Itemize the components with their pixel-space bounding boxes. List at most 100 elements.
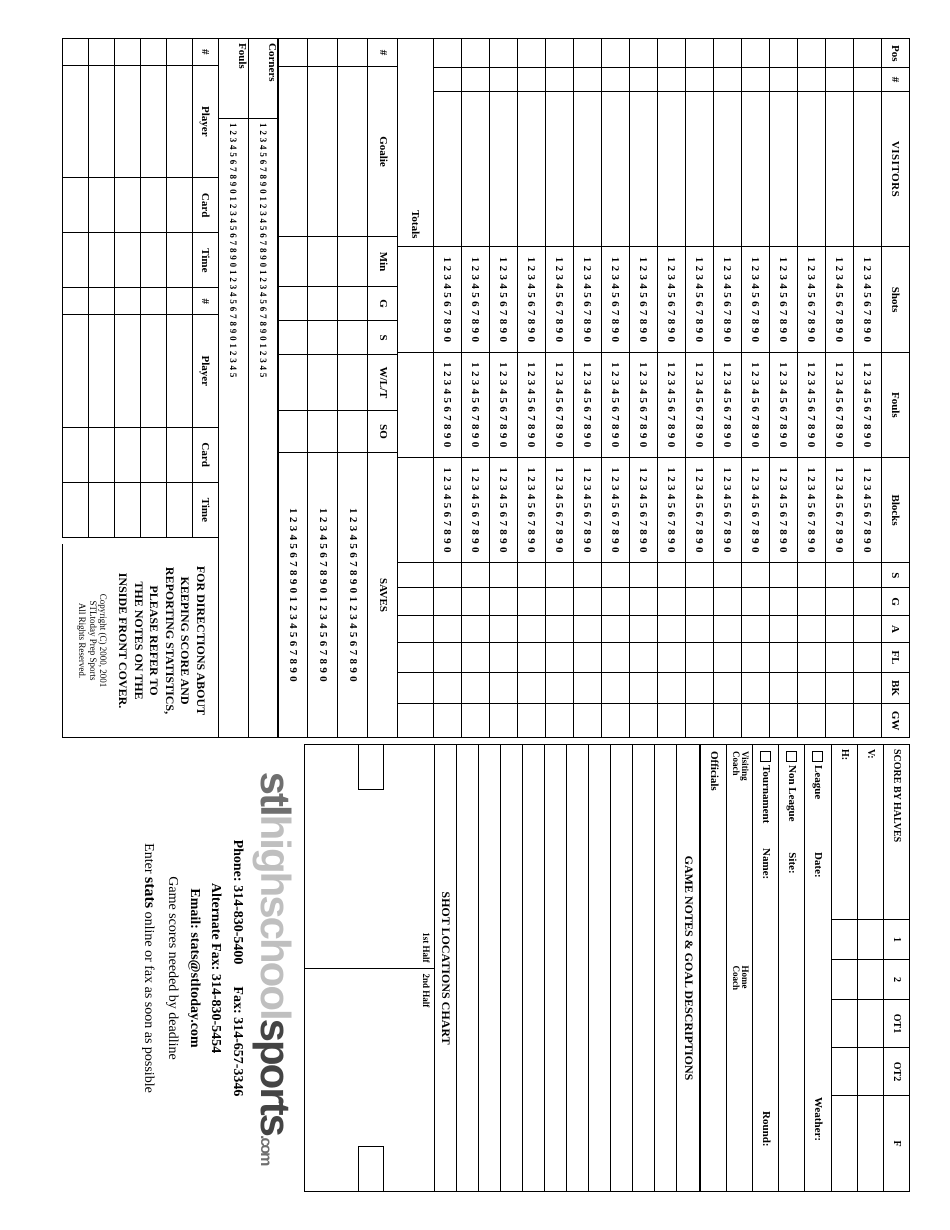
cell-g[interactable] (630, 588, 658, 615)
cards-row[interactable] (166, 39, 192, 538)
h-ot2[interactable] (832, 1048, 858, 1096)
cell-s[interactable] (826, 563, 854, 588)
cell-bk[interactable] (770, 672, 798, 704)
totals-s[interactable] (398, 563, 434, 588)
cell-fl[interactable] (546, 643, 574, 672)
cell-bk[interactable] (462, 672, 490, 704)
notes-row[interactable] (611, 745, 633, 1192)
cell-bk[interactable] (434, 672, 462, 704)
cell-fl[interactable] (798, 643, 826, 672)
cell-shots-tally[interactable]: 1 2 3 4 5 6 7 8 9 0 (798, 247, 826, 352)
cell-g[interactable] (686, 588, 714, 615)
cell-player[interactable] (574, 91, 602, 247)
cell-shots-tally[interactable]: 1 2 3 4 5 6 7 8 9 0 (490, 247, 518, 352)
card-time[interactable] (88, 233, 114, 288)
card-card[interactable] (62, 178, 88, 233)
cell-pos[interactable] (742, 39, 770, 68)
cell-bk[interactable] (602, 672, 630, 704)
notes-row[interactable] (479, 745, 501, 1192)
roster-row[interactable]: 1 2 3 4 5 6 7 8 9 01 2 3 4 5 6 7 8 9 01 … (630, 39, 658, 738)
cell-g[interactable] (490, 588, 518, 615)
cell-player[interactable] (770, 91, 798, 247)
cell-fl[interactable] (826, 643, 854, 672)
cell-blocks-tally[interactable]: 1 2 3 4 5 6 7 8 9 0 (798, 457, 826, 562)
cell-fouls-tally[interactable]: 1 2 3 4 5 6 7 8 9 0 (434, 352, 462, 457)
cell-fl[interactable] (574, 643, 602, 672)
cell-blocks-tally[interactable]: 1 2 3 4 5 6 7 8 9 0 (658, 457, 686, 562)
card-player[interactable] (140, 65, 166, 177)
cell-a[interactable] (854, 615, 882, 642)
cell-shots-tally[interactable]: 1 2 3 4 5 6 7 8 9 0 (686, 247, 714, 352)
cell-pos[interactable] (854, 39, 882, 68)
cell-fouls-tally[interactable]: 1 2 3 4 5 6 7 8 9 0 (826, 352, 854, 457)
cell-num[interactable] (770, 68, 798, 91)
card-time[interactable] (166, 233, 192, 288)
cell-shots-tally[interactable]: 1 2 3 4 5 6 7 8 9 0 (742, 247, 770, 352)
cell-blocks-tally[interactable]: 1 2 3 4 5 6 7 8 9 0 (518, 457, 546, 562)
cell-s[interactable] (546, 563, 574, 588)
cards-row[interactable] (140, 39, 166, 538)
goalie-name[interactable] (338, 67, 368, 237)
roster-row[interactable]: 1 2 3 4 5 6 7 8 9 01 2 3 4 5 6 7 8 9 01 … (798, 39, 826, 738)
card-player[interactable] (62, 65, 88, 177)
cell-blocks-tally[interactable]: 1 2 3 4 5 6 7 8 9 0 (574, 457, 602, 562)
cell-player[interactable] (742, 91, 770, 247)
cell-gw[interactable] (798, 704, 826, 738)
field-first-half[interactable]: 1st Half (305, 745, 435, 969)
notes-row[interactable] (567, 745, 589, 1192)
cell-shots-tally[interactable]: 1 2 3 4 5 6 7 8 9 0 (518, 247, 546, 352)
cell-g[interactable] (518, 588, 546, 615)
cell-s[interactable] (798, 563, 826, 588)
card-time[interactable] (166, 482, 192, 537)
card-player[interactable] (114, 65, 140, 177)
cell-bk[interactable] (490, 672, 518, 704)
h-final[interactable] (832, 1096, 858, 1192)
cell-s[interactable] (854, 563, 882, 588)
cell-fl[interactable] (630, 643, 658, 672)
cell-blocks-tally[interactable]: 1 2 3 4 5 6 7 8 9 0 (854, 457, 882, 562)
cell-s[interactable] (602, 563, 630, 588)
card-card[interactable] (114, 427, 140, 482)
cell-fouls-tally[interactable]: 1 2 3 4 5 6 7 8 9 0 (462, 352, 490, 457)
cell-bk[interactable] (854, 672, 882, 704)
cell-g[interactable] (714, 588, 742, 615)
v-ot2[interactable] (858, 1048, 884, 1096)
cell-shots-tally[interactable]: 1 2 3 4 5 6 7 8 9 0 (602, 247, 630, 352)
cell-player[interactable] (798, 91, 826, 247)
card-card[interactable] (62, 427, 88, 482)
cell-fl[interactable] (854, 643, 882, 672)
card-time[interactable] (114, 482, 140, 537)
cell-a[interactable] (742, 615, 770, 642)
cell-num[interactable] (658, 68, 686, 91)
cell-g[interactable] (798, 588, 826, 615)
card-card[interactable] (166, 178, 192, 233)
roster-row[interactable]: 1 2 3 4 5 6 7 8 9 01 2 3 4 5 6 7 8 9 01 … (658, 39, 686, 738)
cell-player[interactable] (658, 91, 686, 247)
goalie-min[interactable] (338, 237, 368, 287)
cell-g[interactable] (658, 588, 686, 615)
field-second-half[interactable]: 2nd Half (305, 968, 435, 1192)
goalie-so[interactable] (278, 411, 308, 453)
cell-shots-tally[interactable]: 1 2 3 4 5 6 7 8 9 0 (630, 247, 658, 352)
cell-blocks-tally[interactable]: 1 2 3 4 5 6 7 8 9 0 (462, 457, 490, 562)
card-player[interactable] (114, 315, 140, 427)
meta-coaches-row[interactable]: Visiting Coach Home Coach (727, 745, 753, 1192)
card-num[interactable] (140, 288, 166, 315)
roster-row[interactable]: 1 2 3 4 5 6 7 8 9 01 2 3 4 5 6 7 8 9 01 … (826, 39, 854, 738)
roster-row[interactable]: 1 2 3 4 5 6 7 8 9 01 2 3 4 5 6 7 8 9 01 … (714, 39, 742, 738)
goalie-row[interactable]: 1 2 3 4 5 6 7 8 9 0 1 2 3 4 5 6 7 8 9 0 (338, 39, 368, 738)
card-num[interactable] (88, 288, 114, 315)
cell-fouls-tally[interactable]: 1 2 3 4 5 6 7 8 9 0 (854, 352, 882, 457)
cell-bk[interactable] (686, 672, 714, 704)
totals-gw[interactable] (398, 704, 434, 738)
totals-fouls[interactable] (398, 352, 434, 457)
cell-num[interactable] (434, 68, 462, 91)
cell-g[interactable] (574, 588, 602, 615)
cell-fl[interactable] (434, 643, 462, 672)
cell-num[interactable] (686, 68, 714, 91)
v-p1[interactable] (858, 920, 884, 960)
cell-num[interactable] (854, 68, 882, 91)
cell-gw[interactable] (574, 704, 602, 738)
card-time[interactable] (140, 233, 166, 288)
cell-fouls-tally[interactable]: 1 2 3 4 5 6 7 8 9 0 (686, 352, 714, 457)
